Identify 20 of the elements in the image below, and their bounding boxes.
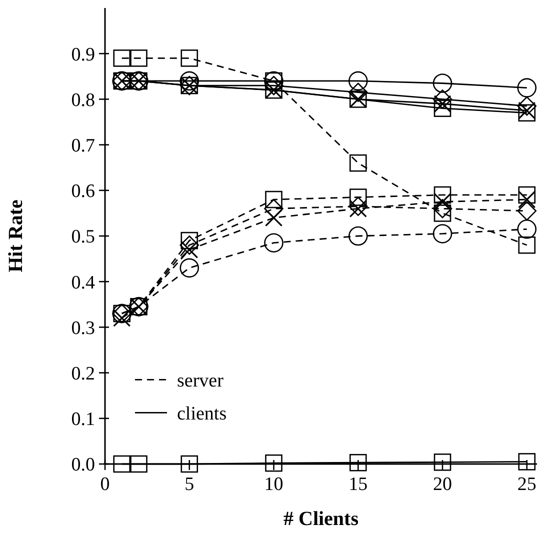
x-tick-label: 25 (517, 474, 536, 495)
y-tick-label: 0.3 (71, 318, 95, 339)
y-tick-label: 0.9 (71, 44, 95, 66)
y-tick-label: 0.8 (71, 90, 95, 111)
y-tick-label: 0.6 (71, 181, 95, 202)
y-tick-label: 0.4 (71, 272, 96, 294)
x-tick-label: 20 (433, 474, 452, 495)
y-tick-label: 0.1 (71, 409, 95, 430)
y-tick-label: 0.7 (71, 135, 95, 156)
legend-label: clients (177, 403, 227, 424)
y-tick-label: 0.2 (71, 363, 95, 384)
x-axis-title: # Clients (284, 508, 359, 530)
x-tick-label: 5 (184, 474, 194, 495)
x-tick-label: 15 (348, 474, 368, 495)
y-tick-label: 0.5 (71, 226, 95, 248)
y-tick-label: 0.0 (71, 454, 95, 476)
x-tick-label: 10 (264, 474, 284, 495)
x-tick-label: 0 (100, 474, 110, 495)
y-axis-title: Hit Rate (5, 200, 27, 272)
legend-label: server (177, 370, 224, 392)
